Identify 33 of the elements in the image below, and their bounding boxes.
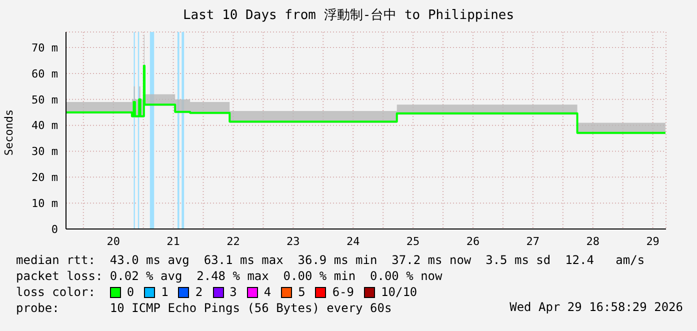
- text: Wed Apr 29 16:58:29 2026: [510, 300, 683, 314]
- legend-label: 5: [297, 284, 306, 300]
- x-tick-label: 28: [586, 234, 600, 248]
- x-tick-label: 21: [166, 234, 180, 248]
- y-tick-label: 60 m: [32, 67, 58, 80]
- legend-label: 6-9: [331, 284, 354, 300]
- x-tick-label: 27: [526, 234, 540, 248]
- y-tick-label: 70 m: [32, 41, 58, 54]
- x-tick-label: 26: [466, 234, 480, 248]
- legend-title: loss color:: [16, 284, 96, 300]
- x-tick-label: 23: [286, 234, 300, 248]
- legend-label: 4: [262, 284, 272, 300]
- x-tick-label: 24: [346, 234, 360, 248]
- x-tick-label: 22: [226, 234, 240, 248]
- x-tick-label: 20: [106, 234, 120, 248]
- legend-label: 10/10: [380, 284, 418, 300]
- legend-label: 3: [228, 284, 237, 300]
- text: packet loss: 0.02 % avg 2.48 % max 0.00 % min 0.00 % now: [16, 268, 444, 284]
- text: median rtt: 43.0 ms avg 63.1 ms max 36.9 ms min 37.2 ms now 3.5 ms sd 12.4 am/s: [16, 252, 645, 268]
- y-tick-label: 50 m: [32, 93, 58, 106]
- text: probe: 10 ICMP Echo Pings (56 Bytes) every 60s: [16, 301, 392, 315]
- legend-label: 0: [126, 284, 134, 300]
- y-tick-label: 40 m: [32, 119, 58, 132]
- y-tick-label: 30 m: [32, 145, 58, 158]
- y-tick-label: 20 m: [32, 171, 58, 184]
- legend-label: 2: [194, 284, 203, 300]
- legend-label: 1: [160, 284, 168, 300]
- x-tick-label: 25: [406, 234, 420, 248]
- y-tick-label: 0: [51, 222, 58, 236]
- x-tick-label: 29: [646, 234, 660, 248]
- chart-title: Last 10 Days from 浮動制-台中 to Philippines: [182, 7, 516, 24]
- y-axis-title: Seconds: [2, 109, 16, 156]
- y-tick-label: 10 m: [32, 196, 58, 210]
